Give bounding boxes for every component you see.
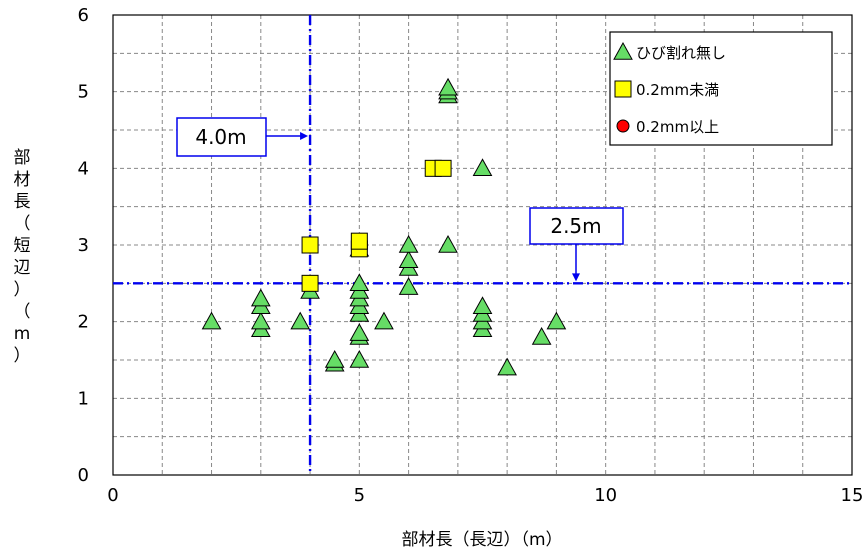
y-tick-label: 5 (78, 82, 89, 103)
y-axis-title-char: 辺 (14, 258, 31, 278)
legend-marker-circle (616, 119, 630, 133)
y-axis-title-char: （ (14, 302, 31, 322)
y-tick-label: 6 (78, 5, 89, 26)
data-point-square (350, 232, 368, 250)
data-point-triangle (324, 349, 345, 368)
y-tick-label: 0 (78, 465, 89, 486)
label-box-2-5m (529, 207, 624, 245)
data-point-triangle (472, 296, 493, 315)
y-tick-label: 2 (78, 312, 89, 333)
x-tick-label: 15 (841, 485, 864, 506)
data-point-triangle (374, 311, 394, 330)
x-tick-label: 0 (107, 485, 118, 506)
data-points (201, 77, 567, 376)
legend-marker-square (614, 80, 632, 98)
data-point-triangle (546, 311, 567, 330)
data-point-triangle (531, 326, 552, 345)
data-point-triangle (497, 357, 517, 376)
plot-area-frame (112, 14, 853, 476)
y-axis-ticks: 0 1 2 3 4 5 6 (78, 5, 89, 486)
data-point-triangle (438, 77, 458, 96)
legend: ひび割れ無し 0.2mm未満 0.2mm以上 (609, 31, 833, 146)
data-point-triangle (398, 234, 419, 253)
data-point-triangle (290, 311, 311, 330)
label-4m: 4.0m (195, 125, 246, 149)
y-axis-title-char: ） (14, 280, 31, 300)
x-tick-label: 5 (354, 485, 365, 506)
y-axis-title-char: 短 (14, 236, 31, 256)
y-axis-title-char: 材 (14, 170, 31, 190)
data-point-triangle (349, 323, 370, 341)
arrowhead-2-5m (572, 273, 580, 282)
data-point-square (301, 236, 319, 254)
arrowhead-4m (300, 132, 309, 140)
data-point-square (434, 159, 452, 177)
data-point-triangle (349, 273, 370, 292)
data-point-triangle (349, 349, 370, 368)
annotations: 4.0m 2.5m (176, 117, 624, 282)
y-axis-title-char: m (14, 324, 31, 344)
data-point-triangle (250, 288, 271, 307)
data-point-triangle (250, 311, 271, 330)
y-tick-label: 3 (78, 235, 89, 256)
data-point-triangle (398, 277, 419, 295)
data-point-triangle (472, 158, 493, 177)
y-axis-title-char: 長 (14, 192, 31, 212)
legend-label: 0.2mm以上 (636, 118, 719, 136)
data-point-square (301, 274, 319, 292)
x-axis-title: 部材長（長辺）（m） (401, 530, 562, 550)
y-axis-title-char: ） (14, 346, 31, 366)
legend-marker-triangle (613, 41, 633, 60)
label-2-5m: 2.5m (550, 214, 601, 238)
x-axis-ticks: 0 5 10 15 (107, 485, 863, 506)
x-tick-label: 10 (594, 485, 617, 506)
data-point-triangle (438, 234, 458, 253)
y-tick-label: 4 (78, 158, 89, 179)
reference-lines (113, 15, 852, 475)
legend-label: ひび割れ無し (636, 44, 726, 62)
y-axis-title-char: 部 (14, 148, 31, 168)
label-box-4m (176, 117, 267, 157)
y-axis-title-char: （ (14, 214, 31, 234)
data-point-triangle (398, 250, 419, 269)
legend-box (609, 31, 833, 146)
y-axis-title: 部材長（短辺）（m） (14, 148, 31, 366)
y-tick-label: 1 (78, 388, 89, 409)
data-point-triangle (201, 311, 222, 330)
legend-label: 0.2mm未満 (636, 81, 719, 99)
